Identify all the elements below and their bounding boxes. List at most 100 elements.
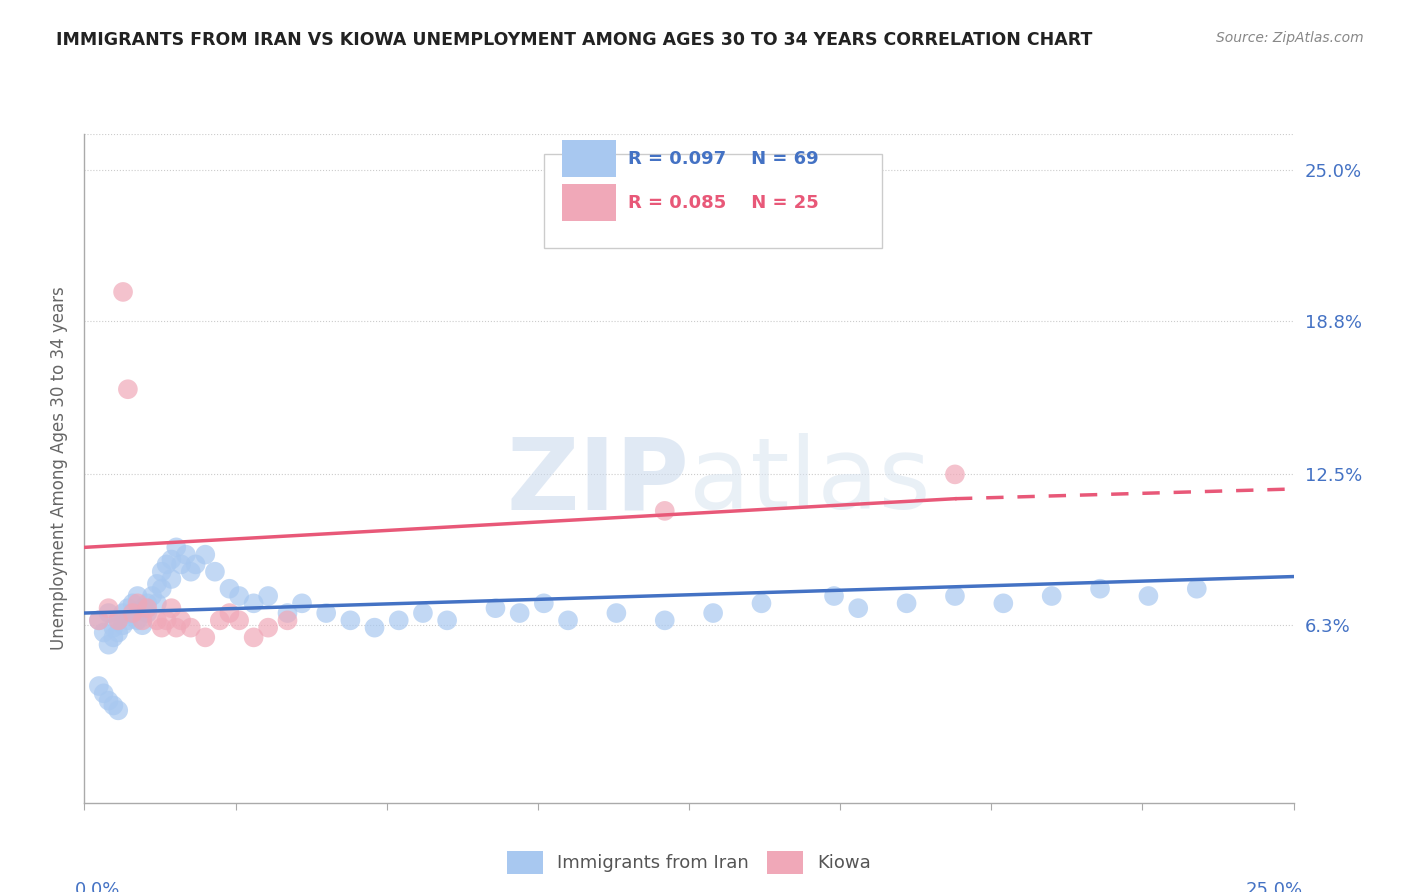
Point xyxy=(257,589,280,603)
Point xyxy=(136,601,159,615)
Point xyxy=(204,565,226,579)
Point xyxy=(315,606,337,620)
Point xyxy=(121,606,143,620)
Point xyxy=(136,596,159,610)
Point xyxy=(112,606,135,620)
Point xyxy=(276,606,298,620)
Point xyxy=(436,613,458,627)
Point xyxy=(121,596,143,610)
Point xyxy=(276,613,298,627)
Point xyxy=(136,606,159,620)
FancyBboxPatch shape xyxy=(544,154,883,248)
Point xyxy=(1185,582,1208,596)
FancyBboxPatch shape xyxy=(562,184,616,221)
Point xyxy=(180,565,202,579)
Point xyxy=(484,601,506,615)
Point xyxy=(388,613,411,627)
Text: 0.0%: 0.0% xyxy=(75,880,120,892)
Point xyxy=(103,631,125,645)
Point xyxy=(121,606,143,620)
Point xyxy=(702,606,724,620)
Point xyxy=(160,601,183,615)
Point xyxy=(165,621,187,635)
Point xyxy=(943,467,966,482)
Point xyxy=(160,552,183,566)
Point xyxy=(1040,589,1063,603)
Point xyxy=(943,589,966,603)
FancyBboxPatch shape xyxy=(562,141,616,178)
Point xyxy=(993,596,1015,610)
Point xyxy=(165,541,187,555)
Point xyxy=(194,631,217,645)
Point xyxy=(131,601,153,615)
Text: IMMIGRANTS FROM IRAN VS KIOWA UNEMPLOYMENT AMONG AGES 30 TO 34 YEARS CORRELATION: IMMIGRANTS FROM IRAN VS KIOWA UNEMPLOYME… xyxy=(56,31,1092,49)
Point xyxy=(242,631,264,645)
Legend: Immigrants from Iran, Kiowa: Immigrants from Iran, Kiowa xyxy=(499,844,879,880)
Point xyxy=(155,613,177,627)
Point xyxy=(160,572,183,586)
Point xyxy=(846,601,869,615)
Point xyxy=(127,589,149,603)
Point xyxy=(557,613,579,627)
Text: 25.0%: 25.0% xyxy=(1246,880,1303,892)
Point xyxy=(103,621,125,635)
Point xyxy=(150,565,173,579)
Point xyxy=(412,606,434,620)
Point xyxy=(194,548,217,562)
Point xyxy=(127,613,149,627)
Text: Source: ZipAtlas.com: Source: ZipAtlas.com xyxy=(1216,31,1364,45)
Point xyxy=(97,606,120,620)
Point xyxy=(605,606,627,620)
Point xyxy=(97,693,120,707)
Point xyxy=(117,601,139,615)
Point xyxy=(218,606,240,620)
Point xyxy=(87,613,110,627)
Point xyxy=(107,613,129,627)
Point xyxy=(228,589,250,603)
Point xyxy=(155,558,177,572)
Point xyxy=(339,613,361,627)
Point xyxy=(141,589,163,603)
Point xyxy=(146,577,169,591)
Text: R = 0.085    N = 25: R = 0.085 N = 25 xyxy=(628,194,820,211)
Point xyxy=(218,582,240,596)
Point xyxy=(87,613,110,627)
Point xyxy=(97,638,120,652)
Point xyxy=(107,613,129,627)
Point xyxy=(896,596,918,610)
Point xyxy=(131,618,153,632)
Point xyxy=(184,558,207,572)
Point xyxy=(363,621,385,635)
Point xyxy=(291,596,314,610)
Point xyxy=(103,698,125,713)
Text: R = 0.097    N = 69: R = 0.097 N = 69 xyxy=(628,150,820,169)
Point xyxy=(823,589,845,603)
Point xyxy=(174,548,197,562)
Point xyxy=(131,613,153,627)
Point xyxy=(112,285,135,299)
Point xyxy=(97,601,120,615)
Point xyxy=(117,382,139,396)
Point xyxy=(180,621,202,635)
Point xyxy=(242,596,264,610)
Point xyxy=(93,625,115,640)
Point xyxy=(509,606,531,620)
Y-axis label: Unemployment Among Ages 30 to 34 years: Unemployment Among Ages 30 to 34 years xyxy=(49,286,67,650)
Point xyxy=(751,596,773,610)
Point xyxy=(170,613,193,627)
Point xyxy=(127,596,149,610)
Point xyxy=(654,613,676,627)
Point xyxy=(208,613,231,627)
Point xyxy=(654,504,676,518)
Point xyxy=(150,621,173,635)
Point xyxy=(257,621,280,635)
Point xyxy=(107,625,129,640)
Point xyxy=(93,686,115,700)
Point xyxy=(533,596,555,610)
Point xyxy=(117,613,139,627)
Point xyxy=(150,582,173,596)
Text: ZIP: ZIP xyxy=(506,434,689,530)
Point xyxy=(170,558,193,572)
Point xyxy=(112,618,135,632)
Text: atlas: atlas xyxy=(689,434,931,530)
